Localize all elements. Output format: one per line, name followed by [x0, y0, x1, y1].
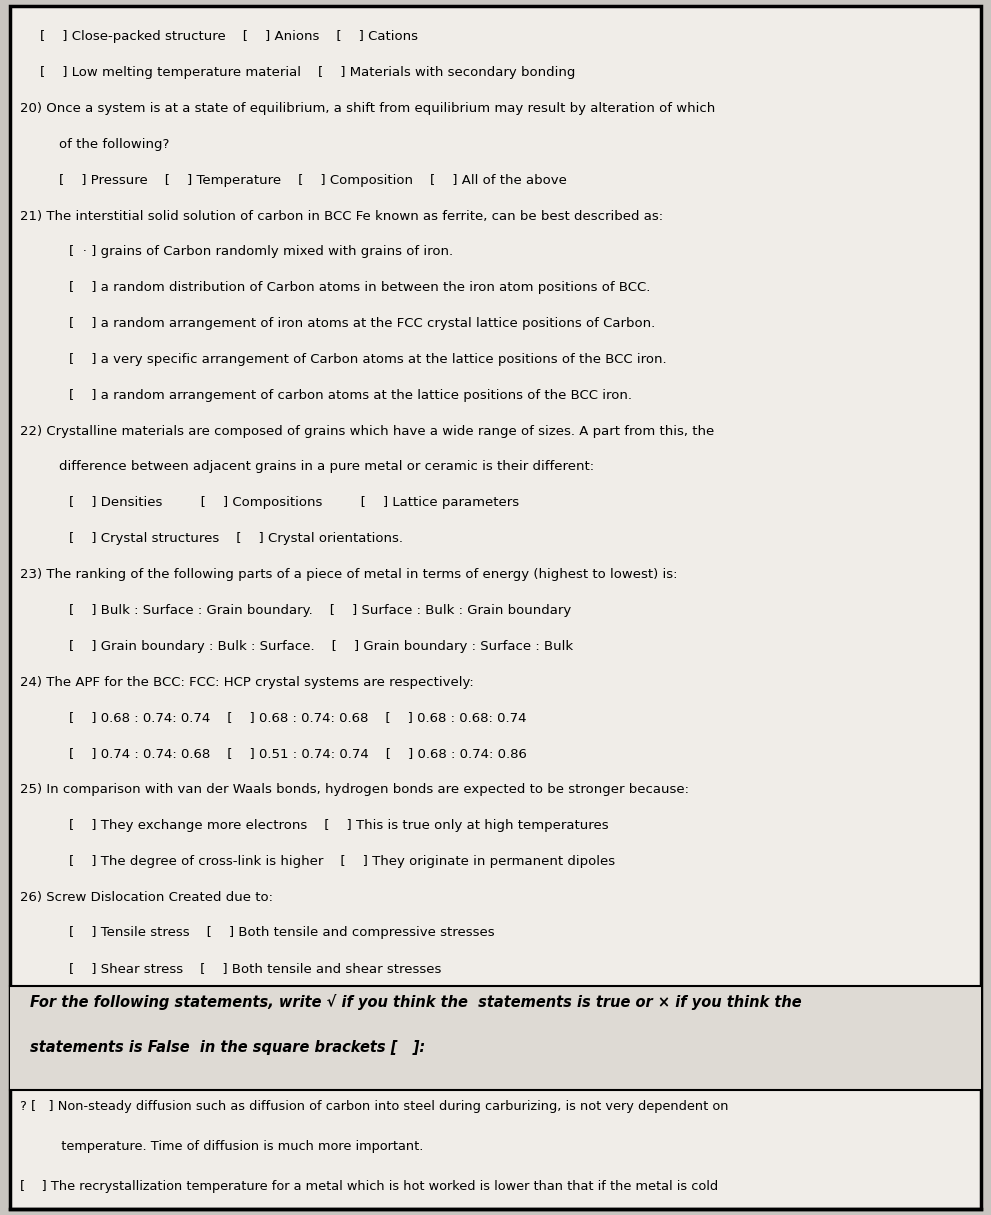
Text: 23) The ranking of the following parts of a piece of metal in terms of energy (h: 23) The ranking of the following parts o… — [20, 567, 677, 581]
FancyBboxPatch shape — [10, 6, 981, 1209]
Text: [    ] Tensile stress    [    ] Both tensile and compressive stresses: [ ] Tensile stress [ ] Both tensile and … — [69, 926, 495, 939]
Text: [    ] a random distribution of Carbon atoms in between the iron atom positions : [ ] a random distribution of Carbon atom… — [69, 281, 651, 294]
Text: [    ] Densities         [    ] Compositions         [    ] Lattice parameters: [ ] Densities [ ] Compositions [ ] Latti… — [69, 496, 519, 509]
Text: 24) The APF for the BCC: FCC: HCP crystal systems are respectively:: 24) The APF for the BCC: FCC: HCP crysta… — [20, 676, 474, 689]
Text: [    ] Pressure    [    ] Temperature    [    ] Composition    [    ] All of the: [ ] Pressure [ ] Temperature [ ] Composi… — [59, 174, 567, 187]
Text: [    ] a random arrangement of iron atoms at the FCC crystal lattice positions o: [ ] a random arrangement of iron atoms a… — [69, 317, 656, 330]
Text: For the following statements, write √ if you think the  statements is true or × : For the following statements, write √ if… — [30, 994, 802, 1010]
Text: [    ] The recrystallization temperature for a metal which is hot worked is lowe: [ ] The recrystallization temperature fo… — [20, 1180, 717, 1193]
Text: [    ] The degree of cross-link is higher    [    ] They originate in permanent : [ ] The degree of cross-link is higher [… — [69, 854, 615, 868]
Text: [    ] Crystal structures    [    ] Crystal orientations.: [ ] Crystal structures [ ] Crystal orien… — [69, 532, 403, 546]
Text: ? [   ] Non-steady diffusion such as diffusion of carbon into steel during carbu: ? [ ] Non-steady diffusion such as diffu… — [20, 1100, 728, 1113]
Text: of the following?: of the following? — [59, 137, 169, 151]
Text: [    ] a very specific arrangement of Carbon atoms at the lattice positions of t: [ ] a very specific arrangement of Carbo… — [69, 352, 667, 366]
FancyBboxPatch shape — [10, 985, 981, 1090]
Text: [  · ] grains of Carbon randomly mixed with grains of iron.: [ · ] grains of Carbon randomly mixed wi… — [69, 245, 454, 259]
Text: [    ] Bulk : Surface : Grain boundary.    [    ] Surface : Bulk : Grain boundar: [ ] Bulk : Surface : Grain boundary. [ ]… — [69, 604, 572, 617]
Text: [    ] Low melting temperature material    [    ] Materials with secondary bondi: [ ] Low melting temperature material [ ]… — [40, 66, 575, 79]
Text: 21) The interstitial solid solution of carbon in BCC Fe known as ferrite, can be: 21) The interstitial solid solution of c… — [20, 209, 663, 222]
Text: [    ] 0.68 : 0.74: 0.74    [    ] 0.68 : 0.74: 0.68    [    ] 0.68 : 0.68: 0.74: [ ] 0.68 : 0.74: 0.74 [ ] 0.68 : 0.74: 0… — [69, 711, 527, 724]
Text: 26) Screw Dislocation Created due to:: 26) Screw Dislocation Created due to: — [20, 891, 273, 904]
Text: [    ] Close-packed structure    [    ] Anions    [    ] Cations: [ ] Close-packed structure [ ] Anions [ … — [40, 30, 417, 44]
Text: [    ] Shear stress    [    ] Both tensile and shear stresses: [ ] Shear stress [ ] Both tensile and sh… — [69, 962, 442, 976]
Text: [    ] 0.74 : 0.74: 0.68    [    ] 0.51 : 0.74: 0.74    [    ] 0.68 : 0.74: 0.86: [ ] 0.74 : 0.74: 0.68 [ ] 0.51 : 0.74: 0… — [69, 747, 527, 761]
Text: temperature. Time of diffusion is much more important.: temperature. Time of diffusion is much m… — [20, 1140, 423, 1153]
Text: statements is False  in the square brackets [   ]:: statements is False in the square bracke… — [30, 1040, 425, 1056]
Text: 22) Crystalline materials are composed of grains which have a wide range of size: 22) Crystalline materials are composed o… — [20, 424, 715, 437]
Text: [    ] They exchange more electrons    [    ] This is true only at high temperat: [ ] They exchange more electrons [ ] Thi… — [69, 819, 609, 832]
Text: 25) In comparison with van der Waals bonds, hydrogen bonds are expected to be st: 25) In comparison with van der Waals bon… — [20, 782, 689, 796]
Text: [    ] a random arrangement of carbon atoms at the lattice positions of the BCC : [ ] a random arrangement of carbon atoms… — [69, 389, 632, 402]
Text: [    ] Grain boundary : Bulk : Surface.    [    ] Grain boundary : Surface : Bul: [ ] Grain boundary : Bulk : Surface. [ ]… — [69, 639, 574, 652]
Text: difference between adjacent grains in a pure metal or ceramic is their different: difference between adjacent grains in a … — [59, 460, 595, 474]
Text: 20) Once a system is at a state of equilibrium, a shift from equilibrium may res: 20) Once a system is at a state of equil… — [20, 102, 716, 115]
